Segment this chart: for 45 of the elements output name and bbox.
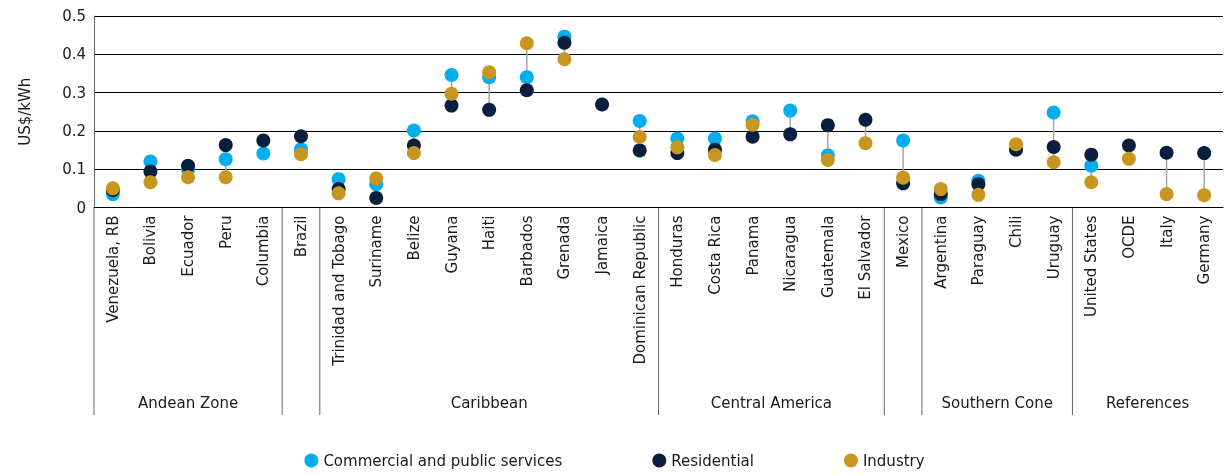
x-tick-label: Guyana — [442, 215, 461, 274]
x-tick-label: Germany — [1195, 215, 1214, 285]
x-tick-label: Bolivia — [141, 215, 160, 266]
x-tick-label: Mexico — [894, 215, 913, 268]
legend-label: Residential — [671, 451, 754, 470]
x-tick-label: Guatemala — [818, 215, 837, 299]
legend-label: Commercial and public services — [323, 451, 563, 470]
x-tick-label: Nicaragua — [781, 215, 800, 292]
x-tick-label: Peru — [216, 215, 235, 249]
x-tick-label: Italy — [1157, 215, 1176, 249]
y-tick-label: 0.1 — [62, 160, 86, 179]
x-tick-label: Belize — [404, 215, 423, 261]
x-tick-label: Panama — [743, 215, 762, 276]
text: References — [1106, 394, 1190, 412]
text: Southern Cone — [941, 394, 1053, 412]
x-tick-label: Columbia — [254, 215, 273, 287]
x-tick-label: Argentina — [931, 215, 950, 289]
x-tick-label: Chili — [1007, 215, 1026, 248]
x-tick-label: OCDE — [1119, 215, 1138, 259]
x-tick-label: El Salvador — [856, 214, 875, 300]
y-tick-label: 0.2 — [62, 121, 86, 140]
x-tick-label: Costa Rica — [705, 215, 724, 295]
text: Andean Zone — [137, 394, 239, 412]
x-tick-label: Suriname — [367, 215, 386, 288]
x-tick-label: Haiti — [480, 215, 499, 251]
x-tick-label: Barbados — [517, 215, 536, 287]
x-tick-label: Honduras — [668, 215, 687, 288]
y-tick-label: 0.3 — [62, 83, 86, 102]
y-tick-label: 0.5 — [62, 7, 86, 25]
x-tick-label: Dominican Republic — [630, 215, 649, 365]
x-tick-label: United States — [1082, 215, 1101, 318]
x-tick-label: Uruguay — [1044, 215, 1063, 280]
x-tick-label: Paraguay — [969, 215, 988, 286]
y-axis-title: US$/kWh — [15, 77, 34, 146]
text: Central America — [710, 394, 833, 412]
x-tick-label: Jamaica — [593, 215, 612, 276]
x-tick-label: Brazil — [291, 215, 310, 258]
x-tick-label: Ecuador — [179, 214, 198, 277]
y-tick-label: 0 — [76, 198, 86, 217]
text: Caribbean — [450, 394, 528, 412]
y-tick-label: 0.4 — [62, 45, 86, 64]
x-tick-label: Trinidad and Tobago — [329, 215, 348, 367]
legend-label: Industry — [862, 451, 925, 470]
x-tick-label: Grenada — [555, 215, 574, 280]
x-tick-label: Venezuela, RB — [103, 215, 122, 323]
